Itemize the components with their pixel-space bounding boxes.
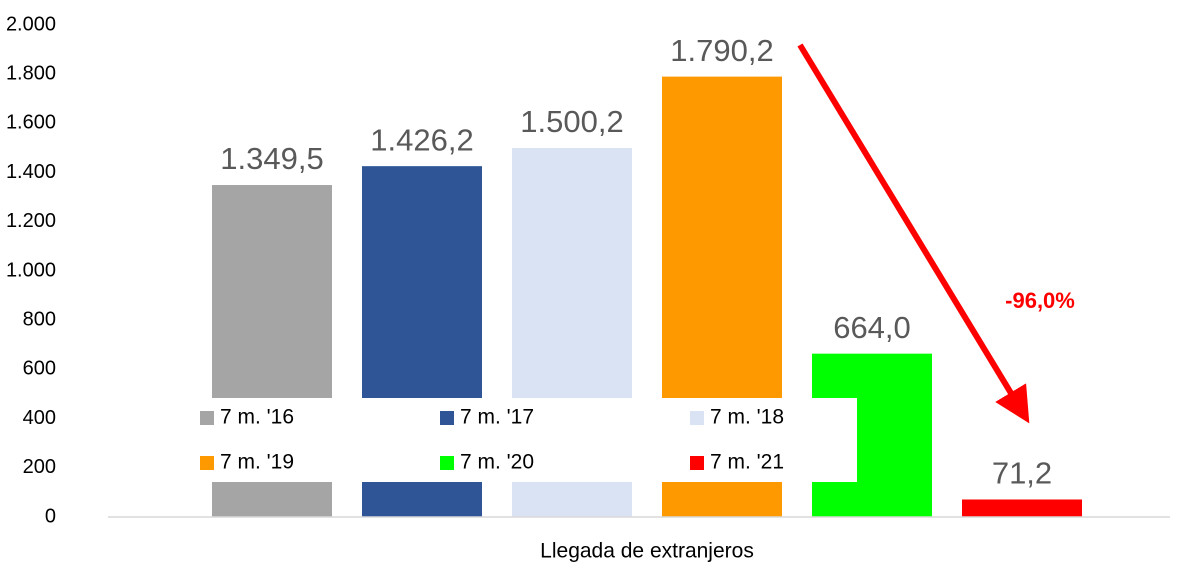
legend-label: 7 m. '17 <box>460 406 534 429</box>
y-tick-label: 1.000 <box>6 259 56 281</box>
y-tick-label: 1.400 <box>6 161 56 183</box>
bar <box>962 499 1082 517</box>
value-label: 1.790,2 <box>670 33 773 68</box>
legend-swatch <box>440 411 454 425</box>
annotation: -96,0% <box>1005 288 1075 313</box>
legend-label: 7 m. '20 <box>460 451 534 474</box>
legend-label: 7 m. '21 <box>710 451 784 474</box>
legend-swatch <box>690 456 704 470</box>
y-tick-label: 800 <box>23 308 56 330</box>
y-tick-label: 200 <box>23 456 56 478</box>
y-tick-label: 0 <box>45 505 56 527</box>
legend-swatch <box>200 456 214 470</box>
value-label: 71,2 <box>992 456 1052 491</box>
arrow <box>797 43 1030 424</box>
value-label: 1.349,5 <box>220 141 323 176</box>
y-tick-label: 600 <box>23 358 56 380</box>
value-label: 664,0 <box>833 310 911 345</box>
value-label: 1.426,2 <box>370 122 473 157</box>
legend-box <box>195 398 857 482</box>
y-tick-label: 1.600 <box>6 112 56 134</box>
legend-swatch <box>440 456 454 470</box>
y-tick-label: 1.200 <box>6 210 56 232</box>
y-tick-label: 1.800 <box>6 62 56 84</box>
legend-label: 7 m. '18 <box>710 406 784 429</box>
y-tick-label: 400 <box>23 407 56 429</box>
x-tick-label: Llegada de extranjeros <box>540 540 754 563</box>
y-tick-label: 2.000 <box>6 13 56 35</box>
legend-swatch <box>200 411 214 425</box>
value-label: 1.500,2 <box>520 104 623 139</box>
legend-label: 7 m. '19 <box>220 451 294 474</box>
legend-label: 7 m. '16 <box>220 406 294 429</box>
legend-swatch <box>690 411 704 425</box>
